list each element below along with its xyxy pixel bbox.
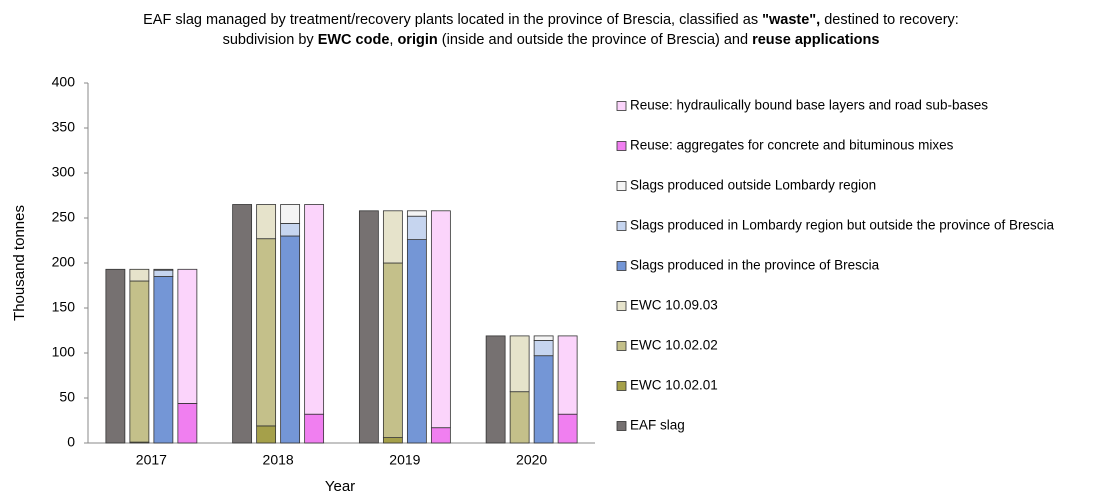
- title-segment: (inside and outside the province of Bres…: [438, 32, 752, 48]
- bar-segment: [177, 268, 198, 404]
- legend-label: EAF slag: [630, 418, 685, 433]
- bar-segment: [509, 391, 530, 444]
- bar-segment: [485, 335, 506, 444]
- x-tick-label: 2020: [516, 452, 547, 468]
- bar-segment: [509, 335, 530, 393]
- legend-label: EWC 10.02.02: [630, 338, 718, 353]
- y-tick-label: 150: [52, 299, 76, 315]
- bar-segment: [382, 210, 403, 264]
- bar-segment: [256, 425, 277, 444]
- title-segment: ,: [389, 32, 397, 48]
- x-axis-label: Year: [325, 478, 355, 493]
- bar-segment: [406, 210, 427, 217]
- bar-segment: [557, 335, 578, 415]
- bar-segment: [256, 204, 277, 240]
- y-tick-label: 100: [52, 344, 76, 360]
- bar-segment: [382, 262, 403, 439]
- title-segment: origin: [397, 32, 437, 48]
- bar-segment: [105, 268, 126, 444]
- chart-title: subdivision by EWC code, origin (inside …: [223, 32, 880, 48]
- legend-label: EWC 10.09.03: [630, 298, 718, 313]
- legend-swatch: [616, 261, 627, 271]
- legend-label: Reuse: hydraulically bound base layers a…: [630, 98, 988, 113]
- y-tick-label: 350: [52, 119, 76, 135]
- title-segment: destined to recovery:: [820, 12, 959, 28]
- bar-segment: [382, 437, 403, 444]
- bar-segment: [232, 204, 253, 444]
- bar-segment: [256, 238, 277, 427]
- bar-segment: [533, 355, 554, 444]
- x-tick-label: 2019: [389, 452, 420, 468]
- legend-label: Slags produced in Lombardy region but ou…: [630, 218, 1054, 233]
- bar-segment: [533, 339, 554, 357]
- title-segment: "waste",: [762, 12, 820, 28]
- legend-swatch: [616, 101, 627, 111]
- y-tick-label: 200: [52, 254, 76, 270]
- chart-title: EAF slag managed by treatment/recovery p…: [143, 12, 959, 28]
- y-tick-label: 250: [52, 209, 76, 225]
- bar-segment: [406, 215, 427, 240]
- legend-label: Slags produced in the province of Bresci…: [630, 258, 880, 273]
- y-tick-label: 50: [59, 389, 75, 405]
- bar-segment: [533, 335, 554, 341]
- title-segment: EWC code: [318, 32, 390, 48]
- y-tick-label: 300: [52, 164, 76, 180]
- bar-segment: [129, 268, 150, 282]
- legend-swatch: [616, 141, 627, 151]
- bar-segment: [129, 280, 150, 443]
- bar-segment: [430, 427, 451, 444]
- bar-segment: [280, 235, 301, 444]
- legend-label: Slags produced outside Lombardy region: [630, 178, 876, 193]
- bar-segment: [153, 268, 174, 271]
- legend-swatch: [616, 301, 627, 311]
- bar-segment: [406, 239, 427, 444]
- title-segment: EAF slag managed by treatment/recovery p…: [143, 12, 762, 28]
- bar-segment: [304, 413, 325, 444]
- bar-segment: [177, 402, 198, 444]
- bar-segment: [280, 204, 301, 224]
- legend-label: Reuse: aggregates for concrete and bitum…: [630, 138, 954, 153]
- legend-swatch: [616, 341, 627, 351]
- bar-segment: [557, 413, 578, 444]
- legend-swatch: [616, 221, 627, 231]
- title-segment: reuse applications: [752, 32, 879, 48]
- x-tick-label: 2018: [263, 452, 294, 468]
- legend-swatch: [616, 421, 627, 431]
- bar-segment: [304, 204, 325, 415]
- bar-segment: [153, 269, 174, 277]
- bar-segment: [280, 222, 301, 237]
- bar-segment: [153, 276, 174, 444]
- legend-swatch: [616, 181, 627, 191]
- title-segment: subdivision by: [223, 32, 318, 48]
- y-tick-label: 0: [67, 434, 75, 450]
- bar-segment: [430, 210, 451, 429]
- legend-label: EWC 10.02.01: [630, 378, 718, 393]
- y-tick-label: 400: [52, 74, 76, 90]
- bar-segment: [358, 210, 379, 444]
- legend-swatch: [616, 381, 627, 391]
- y-axis-label: Thousand tonnes: [11, 205, 28, 321]
- x-tick-label: 2017: [136, 452, 167, 468]
